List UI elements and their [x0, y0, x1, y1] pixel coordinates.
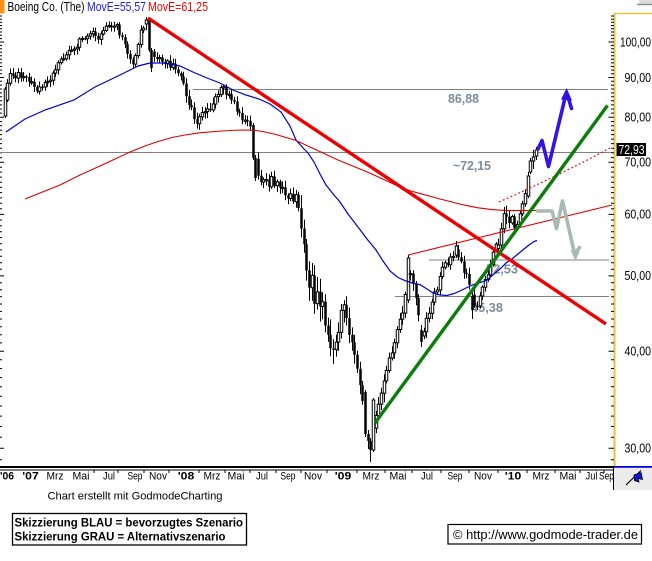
svg-text:60,00: 60,00 — [625, 207, 652, 222]
svg-text:MovE=61,25: MovE=61,25 — [148, 0, 208, 14]
svg-text:Nov: Nov — [304, 471, 322, 483]
svg-text:50,00: 50,00 — [625, 268, 652, 283]
svg-text:MovE=55,57: MovE=55,57 — [87, 0, 146, 14]
svg-text:70,00: 70,00 — [625, 155, 652, 170]
svg-text:'10: '10 — [505, 471, 522, 483]
svg-text:Mrz: Mrz — [47, 471, 64, 483]
svg-text:~72,15: ~72,15 — [453, 158, 491, 173]
svg-text:Mrz: Mrz — [204, 471, 221, 483]
svg-text:'07: '07 — [22, 471, 39, 483]
svg-text:'08: '08 — [178, 471, 195, 483]
svg-text:80,00: 80,00 — [625, 110, 652, 125]
svg-text:Mai: Mai — [73, 471, 90, 483]
svg-text:86,88: 86,88 — [448, 91, 479, 106]
svg-text:Sep: Sep — [599, 471, 614, 483]
svg-text:Jul: Jul — [586, 471, 598, 483]
svg-text:Jul: Jul — [103, 471, 115, 483]
svg-text:Sep: Sep — [128, 471, 143, 483]
svg-text:40,00: 40,00 — [625, 344, 652, 359]
svg-text:Mrz: Mrz — [533, 471, 550, 483]
svg-text:30,00: 30,00 — [625, 441, 652, 456]
svg-text:72,93: 72,93 — [619, 143, 645, 157]
svg-text:'06: '06 — [0, 471, 14, 483]
svg-text:Mrz: Mrz — [363, 471, 380, 483]
svg-text:100,00: 100,00 — [620, 34, 651, 49]
svg-text:Mai: Mai — [560, 471, 577, 483]
svg-text:45,38: 45,38 — [471, 300, 503, 315]
svg-text:Jul: Jul — [421, 471, 433, 483]
svg-text:Skizzierung GRAU = Alternativs: Skizzierung GRAU = Alternativszenario — [15, 532, 226, 544]
svg-text:Nov: Nov — [474, 471, 492, 483]
svg-text:Sep: Sep — [281, 471, 296, 483]
svg-text:Mai: Mai — [228, 471, 245, 483]
svg-text:Nov: Nov — [149, 471, 167, 483]
svg-text:Chart erstellt mit GodmodeChar: Chart erstellt mit GodmodeCharting — [48, 491, 223, 503]
svg-text:Sep: Sep — [448, 471, 463, 483]
svg-text:90,00: 90,00 — [625, 70, 652, 85]
svg-text:Mai: Mai — [390, 471, 407, 483]
svg-text:Skizzierung BLAU = bevorzugtes: Skizzierung BLAU = bevorzugtes Szenario — [15, 518, 244, 530]
svg-text:© http://www.godmode-trader.de: © http://www.godmode-trader.de — [453, 528, 638, 542]
svg-text:Jul: Jul — [256, 471, 268, 483]
svg-text:Boeing Co. (The): Boeing Co. (The) — [8, 0, 85, 14]
svg-text:'09: '09 — [335, 471, 352, 483]
